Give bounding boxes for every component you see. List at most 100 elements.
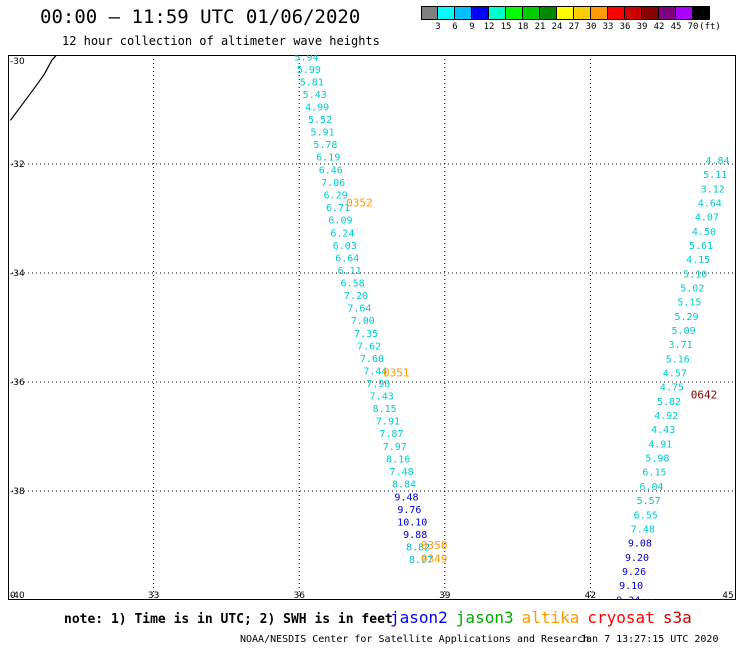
wave-height-value: 7.44 (363, 366, 387, 377)
wave-height-value: 5.29 (674, 312, 698, 323)
colorbar-swatch (557, 6, 574, 20)
wave-height-value: 9.48 (394, 492, 418, 503)
map-frame (8, 55, 736, 600)
wave-height-value: 7.35 (354, 329, 378, 340)
wave-height-value: 5.81 (300, 78, 324, 89)
wave-height-value: 8.84 (392, 480, 416, 491)
page-subtitle: 12 hour collection of altimeter wave hei… (62, 34, 380, 48)
page-title: 00:00 – 11:59 UTC 01/06/2020 (40, 6, 361, 28)
wave-height-value: 6.71 (326, 203, 350, 214)
wave-height-value: 5.98 (645, 454, 669, 465)
wave-height-value: 5.91 (310, 128, 334, 139)
lat-tick-label: -32 (10, 160, 25, 170)
wave-height-value: 3.12 (701, 184, 725, 195)
graticule (8, 55, 736, 600)
lat-tick-label: -40 (10, 591, 25, 600)
wave-height-value: 6.09 (328, 215, 352, 226)
colorbar-swatch (438, 6, 455, 20)
colorbar-swatch (540, 6, 557, 20)
wave-height-value: 7.48 (631, 524, 655, 535)
wave-height-value: 4.84 (706, 156, 730, 167)
track-track-a: 5.94 5.99 5.815.43 4.995.52 5.915.78 6.196.46… (294, 55, 416, 491)
wave-height-value: 9.76 (397, 505, 421, 516)
pass-time-label: 0642 (691, 388, 718, 401)
lat-tick-label: -36 (10, 378, 25, 388)
wave-height-value: 7.64 (347, 304, 371, 315)
colorbar-label: 12 (483, 22, 495, 32)
wave-height-value: 9.26 (622, 567, 646, 578)
colorbar-swatch (472, 6, 489, 20)
pass-time-label: 0350 (421, 539, 448, 552)
wave-height-value: 4.50 (692, 227, 716, 238)
wave-height-value: 8.15 (373, 404, 397, 415)
track-track-b: 4.84 5.11 3.12 4.64 4.07 4.50 5.61 4.15 5.10 5.02… (631, 156, 730, 535)
colorbar-swatch (591, 6, 608, 20)
axis-ticks: 30 33 36 39 42 45 -30 -32 -34 -36 -38 -40 (8, 57, 734, 600)
colorbar-label: 15 (500, 22, 512, 32)
wave-height-value: 8.97 (409, 555, 433, 566)
lon-tick-label: 33 (148, 591, 159, 600)
pass-time-label: 0643 (630, 598, 657, 600)
wave-height-value: 5.02 (680, 284, 704, 295)
wave-height-value: 4.92 (654, 411, 678, 422)
wave-height-value: 9.34 (616, 595, 640, 600)
wave-height-value: 7.00 (351, 316, 375, 327)
colorbar-swatch (693, 6, 710, 20)
wave-height-value: 7.43 (370, 391, 394, 402)
colorbar-label: 18 (517, 22, 529, 32)
wave-height-value: 6.04 (640, 482, 664, 493)
pass-time-label: 0349 (421, 552, 448, 565)
colorbar-label: 70 (687, 22, 699, 32)
colorbar-label: 9 (469, 22, 475, 32)
lat-tick-label: -38 (10, 487, 25, 497)
colorbar-label: (ft) (699, 22, 721, 32)
wave-height-value: 8.82 (406, 542, 430, 553)
wave-height-value: 5.78 (313, 140, 337, 151)
wave-height-value: 5.52 (308, 115, 332, 126)
wave-height-value: 7.87 (379, 429, 403, 440)
wave-height-value: 4.99 (305, 103, 329, 114)
wave-height-value: 10.10 (397, 517, 427, 528)
legend-altika: altika (521, 608, 580, 627)
wave-height-value: 6.11 (338, 266, 362, 277)
colorbar-label: 39 (636, 22, 648, 32)
legend-jason2: jason2 (390, 608, 448, 627)
wave-height-value: 5.43 (303, 90, 327, 101)
colorbar-label: 36 (619, 22, 631, 32)
legend-cryosat: cryosat (587, 608, 655, 627)
wave-height-value: 9.88 (403, 530, 427, 541)
wave-height-value: 5.99 (297, 65, 321, 76)
wave-height-value: 5.82 (657, 397, 681, 408)
legend-s3a: s3a (662, 608, 692, 627)
track-track-b-south: 9.089.209.269.109.348.85 (616, 539, 652, 600)
colorbar-label: 6 (452, 22, 458, 32)
wave-height-value: 7.48 (390, 467, 414, 478)
wave-height-value: 6.03 (333, 241, 357, 252)
wave-height-value: 5.09 (672, 326, 696, 337)
wave-height-value: 7.90 (366, 379, 390, 390)
lon-tick-label: 30 (8, 591, 16, 600)
colorbar (421, 6, 710, 20)
credit-text: NOAA/NESDIS Center for Satellite Applica… (240, 634, 590, 645)
wave-height-value: 7.62 (357, 341, 381, 352)
colorbar-swatch (608, 6, 625, 20)
wave-height-value: 7.06 (321, 178, 345, 189)
wave-height-value: 9.08 (628, 539, 652, 550)
wave-height-value: 7.91 (376, 417, 400, 428)
colorbar-label: 24 (551, 22, 563, 32)
colorbar-swatch (523, 6, 540, 20)
wave-height-value: 9.20 (625, 553, 649, 564)
colorbar-label: 30 (585, 22, 597, 32)
wave-height-value: 4.15 (686, 255, 710, 266)
wave-height-value: 5.11 (703, 170, 727, 181)
colorbar-swatch (676, 6, 693, 20)
wave-height-value: 7.20 (344, 291, 368, 302)
wave-height-value: 6.64 (335, 254, 359, 265)
wave-height-value: 6.24 (330, 228, 354, 239)
wave-height-value: 3.71 (669, 340, 693, 351)
colorbar-label: 27 (568, 22, 580, 32)
wave-height-value: 9.10 (619, 581, 643, 592)
